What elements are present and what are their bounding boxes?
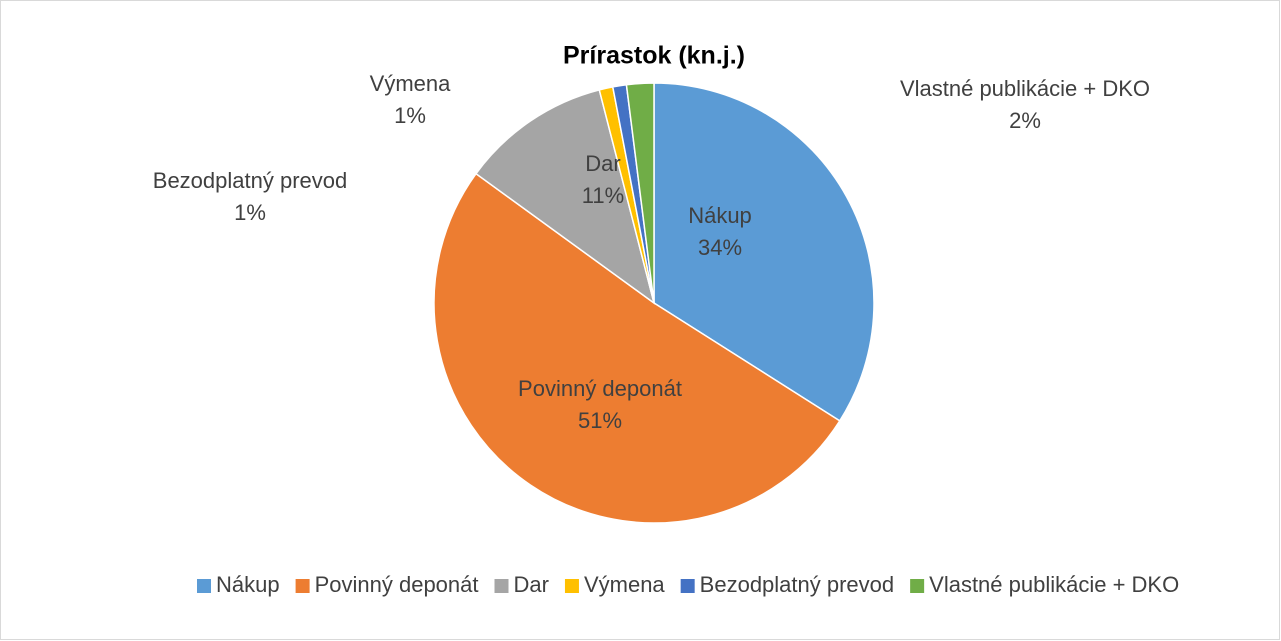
slice-label-name: Bezodplatný prevod bbox=[153, 168, 347, 193]
slice-label-value: 34% bbox=[698, 235, 742, 260]
slice-label-name: Povinný deponát bbox=[518, 376, 682, 401]
slice-label-name: Dar bbox=[585, 151, 620, 176]
legend-swatch bbox=[564, 579, 579, 593]
legend-label: Povinný deponát bbox=[315, 572, 479, 597]
slice-label-value: 51% bbox=[578, 408, 622, 433]
legend-label: Vlastné publikácie + DKO bbox=[929, 572, 1179, 597]
slice-label-value: 1% bbox=[394, 103, 426, 128]
pie-slice bbox=[653, 82, 875, 422]
pie-slice bbox=[625, 82, 655, 304]
slice-label-value: 2% bbox=[1009, 108, 1041, 133]
legend-swatch bbox=[295, 579, 310, 593]
legend-label: Výmena bbox=[584, 572, 665, 597]
pie-slice bbox=[474, 88, 656, 305]
pie-slice bbox=[433, 172, 841, 524]
legend-swatch bbox=[494, 579, 509, 593]
legend-label: Bezodplatný prevod bbox=[700, 572, 894, 597]
slice-label-value: 11% bbox=[582, 183, 624, 208]
slice-label-name: Vlastné publikácie + DKO bbox=[900, 76, 1150, 101]
slice-label-value: 1% bbox=[234, 200, 266, 225]
legend-swatch bbox=[680, 579, 695, 593]
slice-label-name: Nákup bbox=[688, 203, 752, 228]
legend-swatch bbox=[910, 579, 925, 593]
legend-label: Dar bbox=[514, 572, 549, 597]
legend-swatch bbox=[197, 579, 211, 593]
slice-label-name: Výmena bbox=[370, 71, 451, 96]
chart-title: Prírastok (kn.j.) bbox=[563, 42, 745, 70]
legend-label: Nákup bbox=[216, 572, 280, 597]
